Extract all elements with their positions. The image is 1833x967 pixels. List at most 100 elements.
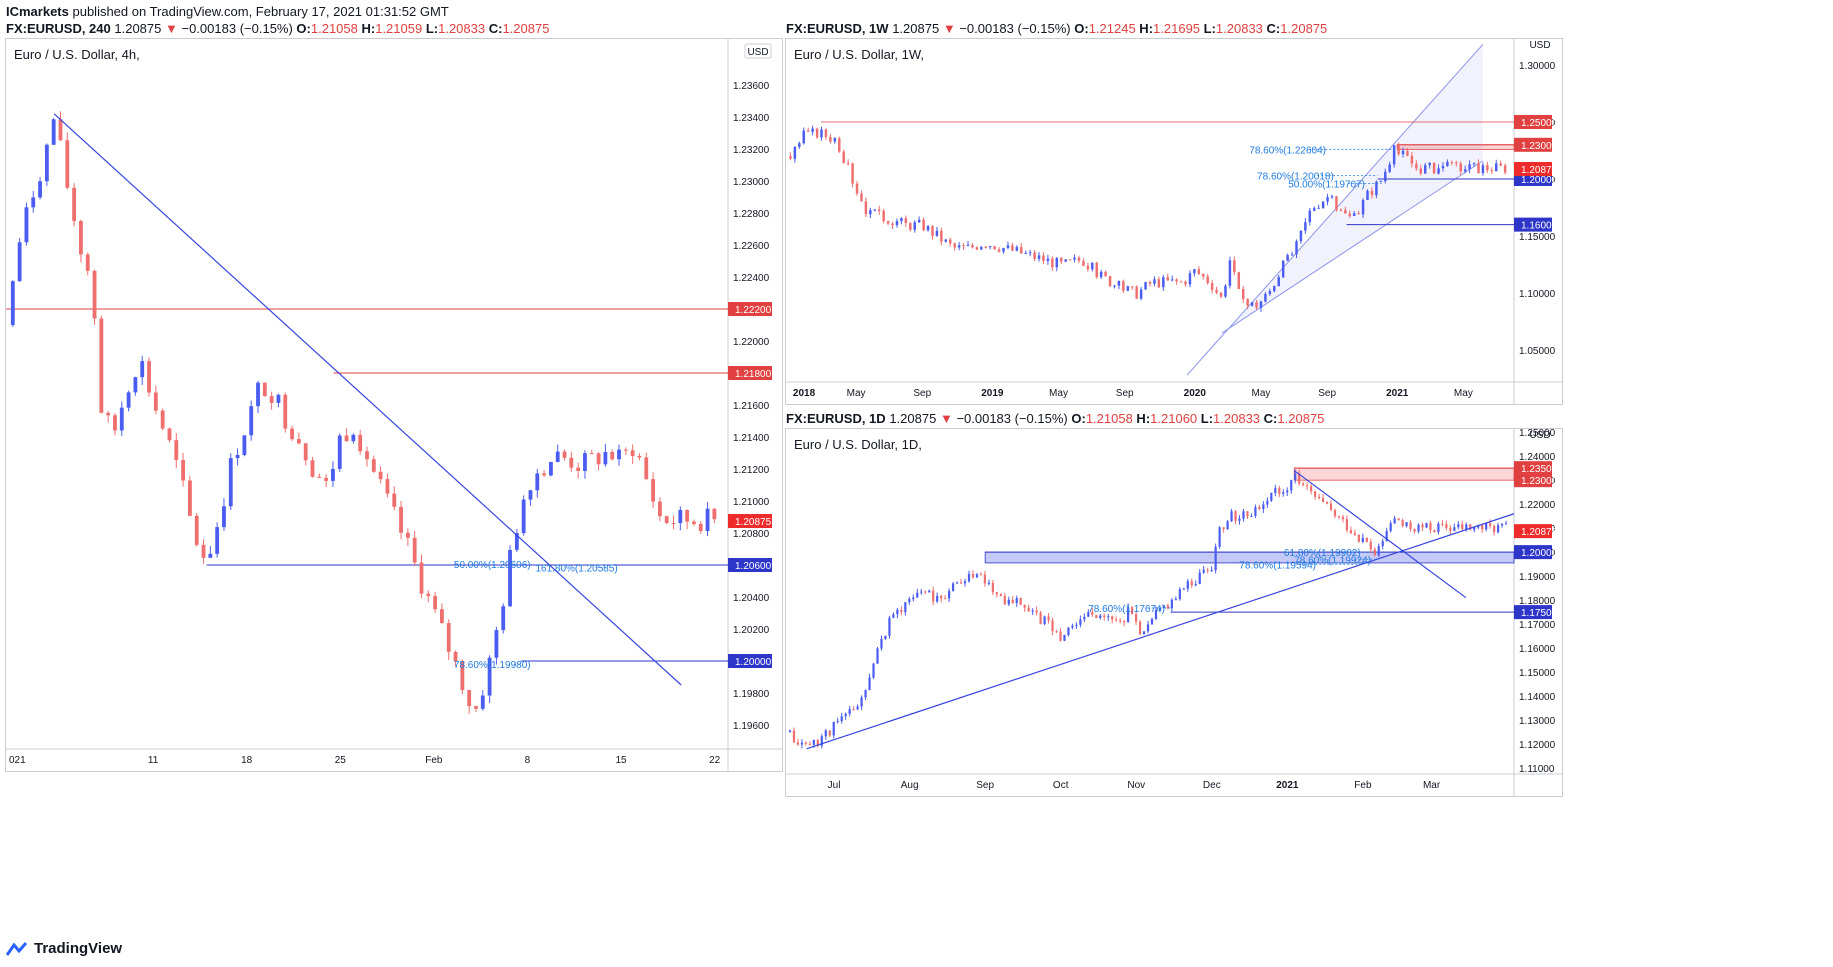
price-level-tag-text: 1.20000 xyxy=(1521,548,1558,559)
time-tick-label: Aug xyxy=(901,780,919,791)
candle-body xyxy=(1278,488,1281,494)
candle-body xyxy=(1286,254,1289,261)
candle-body xyxy=(842,151,845,163)
candle-body xyxy=(1011,245,1014,251)
candle-body xyxy=(922,219,925,231)
candle-body xyxy=(1158,608,1162,611)
symbol-line-4h: FX:EURUSD, 240 1.20875 ▼ −0.00183 (−0.15… xyxy=(6,21,550,36)
candle-body xyxy=(58,119,63,141)
fib-level-label: 78.60%(1.19594) xyxy=(1239,560,1316,571)
candle-body xyxy=(1441,166,1445,169)
current-price-text: 1.20875 xyxy=(1521,165,1558,176)
candle-body xyxy=(788,730,792,733)
candle-body xyxy=(864,201,868,215)
currency-box xyxy=(744,43,772,59)
candle-body xyxy=(1437,168,1440,174)
tradingview-logo[interactable]: TradingView xyxy=(6,940,122,957)
candle-body xyxy=(1122,281,1125,291)
candle-body xyxy=(671,522,676,524)
candle-body xyxy=(1162,605,1166,609)
candle-body xyxy=(944,239,948,242)
candle-body xyxy=(494,630,499,658)
candle-body xyxy=(1015,598,1018,604)
candle-body xyxy=(1055,257,1059,268)
candle-body xyxy=(378,471,383,480)
candle-body xyxy=(1306,485,1309,487)
price-level-tag xyxy=(1514,545,1552,560)
current-price-text: 1.20875 xyxy=(735,517,772,528)
candle-body xyxy=(440,609,444,624)
candle-body xyxy=(1258,507,1261,510)
candle-body xyxy=(1348,213,1351,216)
candle-body xyxy=(1194,584,1197,586)
candle-body xyxy=(980,246,983,250)
candle-body xyxy=(1170,279,1174,281)
candle-body xyxy=(936,595,939,602)
price-tick-label: 1.22000 xyxy=(1519,500,1556,511)
candle-body xyxy=(963,581,967,584)
candle-body xyxy=(1091,611,1094,616)
candle-body xyxy=(1023,604,1026,608)
candle-body xyxy=(1019,598,1022,605)
candle-body xyxy=(576,467,581,471)
candle-body xyxy=(474,706,478,709)
candle-body xyxy=(1033,252,1036,259)
chart-panel-1d[interactable]: Euro / U.S. Dollar, 1D, USD 1.25000 1.2400… xyxy=(785,428,1563,797)
candle-body xyxy=(1003,595,1006,605)
chart-panel-1w[interactable]: Euro / U.S. Dollar, 1W, USD 1.30000 1.2500… xyxy=(785,38,1563,405)
candle-body xyxy=(1481,165,1485,174)
price-tick-label: 1.19800 xyxy=(733,689,770,700)
candle-body xyxy=(840,716,843,722)
candle-body xyxy=(1449,528,1452,531)
candle-body xyxy=(798,143,801,147)
candle-body xyxy=(617,449,621,460)
candle-body xyxy=(698,523,703,532)
candle-body xyxy=(1370,190,1374,196)
candle-body xyxy=(65,140,70,188)
candle-body xyxy=(1237,272,1241,290)
candle-body xyxy=(228,458,233,507)
candle-body xyxy=(1406,150,1409,156)
candle-body xyxy=(1182,588,1185,590)
candle-body xyxy=(1067,627,1070,636)
chart-panel-4h[interactable]: Euro / U.S. Dollar, 4h, USD 1.23600 1.2340… xyxy=(5,38,783,772)
candle-body xyxy=(1198,572,1201,585)
time-tick-label: 18 xyxy=(241,755,253,766)
price-level-tag-text: 1.20000 xyxy=(735,657,772,668)
candle-body xyxy=(1111,616,1114,620)
candle-body xyxy=(1281,260,1285,278)
trend-line xyxy=(806,513,1515,750)
candle-body xyxy=(999,594,1002,596)
candle-body xyxy=(1179,281,1183,283)
time-tick-label: May xyxy=(1454,388,1473,399)
candle-body xyxy=(283,394,288,429)
candle-body xyxy=(344,435,349,442)
candle-body xyxy=(1321,498,1325,503)
candle-body xyxy=(106,412,111,416)
tradingview-logo-icon xyxy=(6,941,28,956)
chart-svg-1w[interactable]: USD 1.30000 1.25000 1.20000 1.15000 1.10000 1.… xyxy=(786,39,1562,404)
candle-body xyxy=(385,479,390,494)
chart-svg-1d[interactable]: USD1.250001.240001.230001.220001.210001.… xyxy=(786,429,1562,796)
candle-body xyxy=(1335,196,1338,211)
candle-body xyxy=(583,453,587,471)
candle-body xyxy=(1162,277,1165,288)
candle-body xyxy=(1310,486,1313,492)
currency-label: USD xyxy=(747,47,768,58)
candle-body xyxy=(971,244,974,248)
chart-svg-4h[interactable]: USD 1.23600 1.23400 1.23200 1.23000 1.22800 1.… xyxy=(6,39,782,771)
price-tick-label: 1.21000 xyxy=(733,497,770,508)
candle-body xyxy=(290,428,294,440)
candle-body xyxy=(928,590,931,593)
current-price-tag xyxy=(1514,162,1552,177)
candle-body xyxy=(895,221,899,226)
price-tick-label: 1.10000 xyxy=(1519,289,1556,300)
candle-body xyxy=(358,434,363,452)
price-tick-label: 1.25000 xyxy=(1519,429,1556,439)
candle-body xyxy=(1119,620,1122,622)
time-tick-label: Dec xyxy=(1203,780,1221,791)
time-tick-label: 25 xyxy=(335,755,347,766)
candle-body xyxy=(844,713,847,717)
candle-body xyxy=(1079,619,1082,625)
candle-body xyxy=(940,230,943,242)
